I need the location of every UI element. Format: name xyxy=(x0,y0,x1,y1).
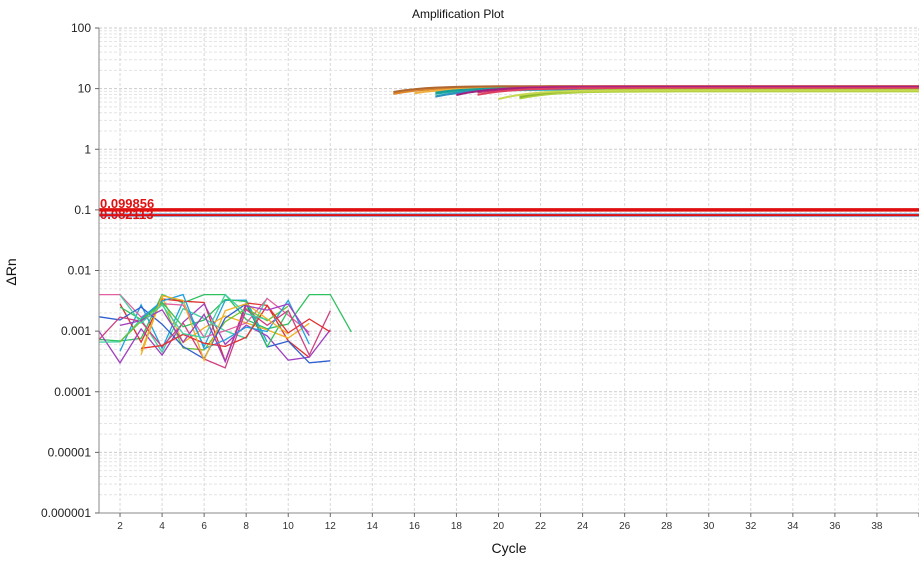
x-tick-label: 20 xyxy=(493,521,505,532)
x-tick-label: 8 xyxy=(243,521,249,532)
y-tick-label: 10 xyxy=(78,82,92,96)
threshold-label: 0.082113 xyxy=(100,207,154,222)
x-tick-label: 26 xyxy=(619,521,631,532)
x-tick-label: 10 xyxy=(283,521,295,532)
x-tick-label: 32 xyxy=(745,521,757,532)
x-tick-label: 4 xyxy=(159,521,165,532)
x-tick-label: 14 xyxy=(367,521,379,532)
y-axis-label: ΔRn xyxy=(3,258,19,285)
x-axis-label: Cycle xyxy=(491,540,526,556)
x-tick-label: 22 xyxy=(535,521,547,532)
x-tick-label: 2 xyxy=(117,521,123,532)
x-tick-label: 30 xyxy=(703,521,715,532)
x-tick-label: 18 xyxy=(451,521,463,532)
y-tick-label: 0.1 xyxy=(74,203,91,217)
y-tick-label: 0.000001 xyxy=(41,506,91,520)
y-tick-label: 0.001 xyxy=(61,324,91,338)
y-tick-label: 0.01 xyxy=(68,264,92,278)
x-tick-label: 16 xyxy=(409,521,421,532)
x-tick-label: 36 xyxy=(829,521,841,532)
x-tick-label: 34 xyxy=(787,521,799,532)
x-tick-label: 28 xyxy=(661,521,673,532)
y-tick-label: 1 xyxy=(84,142,91,156)
y-tick-label: 0.0001 xyxy=(54,385,91,399)
y-tick-label: 0.00001 xyxy=(48,445,92,459)
x-tick-label: 24 xyxy=(577,521,589,532)
x-tick-label: 38 xyxy=(871,521,883,532)
y-tick-label: 100 xyxy=(71,21,91,35)
x-tick-label: 12 xyxy=(325,521,337,532)
x-tick-label: 6 xyxy=(201,521,207,532)
chart-title: Amplification Plot xyxy=(412,7,505,21)
